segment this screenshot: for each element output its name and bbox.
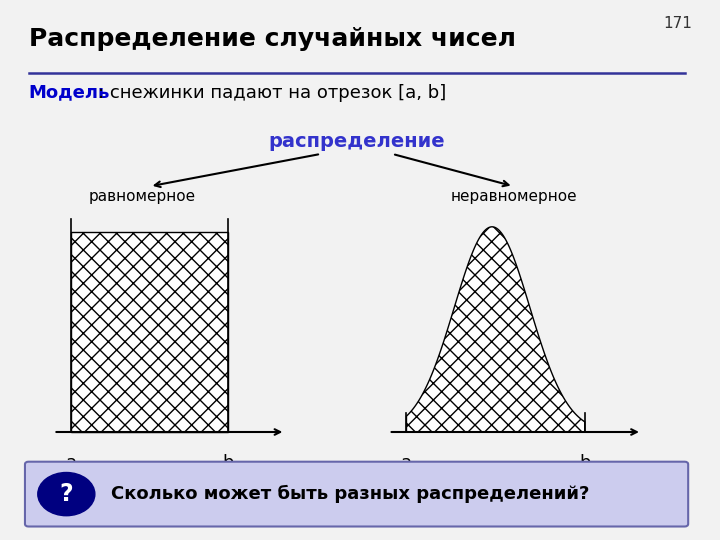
Text: Распределение случайных чисел: Распределение случайных чисел bbox=[29, 27, 516, 51]
Polygon shape bbox=[407, 227, 585, 432]
Text: : снежинки падают на отрезок [a, b]: : снежинки падают на отрезок [a, b] bbox=[99, 84, 446, 102]
Polygon shape bbox=[71, 232, 228, 432]
Text: 171: 171 bbox=[663, 16, 692, 31]
Circle shape bbox=[37, 472, 95, 516]
FancyBboxPatch shape bbox=[25, 462, 688, 526]
Text: a: a bbox=[401, 454, 412, 471]
Text: b: b bbox=[222, 454, 234, 471]
Text: неравномерное: неравномерное bbox=[450, 189, 577, 204]
Text: ?: ? bbox=[60, 482, 73, 506]
Text: b: b bbox=[579, 454, 590, 471]
Text: Модель: Модель bbox=[29, 84, 110, 102]
Text: равномерное: равномерное bbox=[89, 189, 196, 204]
Text: распределение: распределение bbox=[269, 132, 445, 151]
Text: a: a bbox=[66, 454, 77, 471]
Text: Сколько может быть разных распределений?: Сколько может быть разных распределений? bbox=[111, 485, 589, 503]
